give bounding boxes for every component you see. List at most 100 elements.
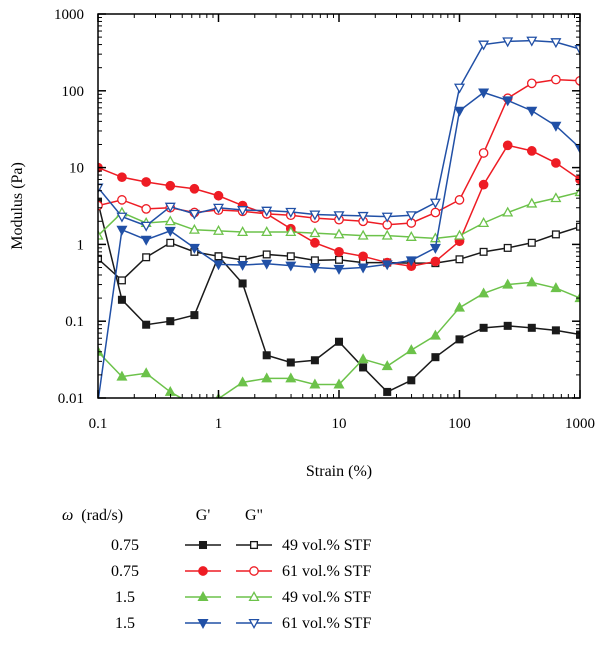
data-point [98,254,103,263]
data-point [550,121,562,132]
data-point [165,180,176,191]
data-point [310,256,319,265]
data-point [527,238,536,247]
data-point [140,221,152,232]
data-point [285,372,297,383]
data-point [574,45,580,55]
data-point [166,238,175,247]
data-point [407,376,416,385]
data-point [429,243,441,254]
legend-marker-g-prime [198,566,208,576]
legend-omega-value: 1.5 [115,615,135,632]
data-point [502,37,514,48]
data-point [237,206,249,217]
x-tick-label: 1 [215,416,223,432]
legend-marker-g-prime [197,591,209,602]
data-point [212,224,225,235]
legend-g-prime-header: G' [196,507,211,524]
data-point [188,223,200,234]
legend-rows: 0.75 49 vol.% STF 0.75 61 vol.% STF 1.5 49 vo… [111,537,371,632]
axis-ticks: 0.1 1 10 100 1000 0.01 0.1 1 10 100 1000 [54,7,595,432]
data-point [166,317,175,326]
data-point [574,186,580,197]
data-point [503,243,512,252]
legend-marker-g-double-prime [248,618,260,629]
data-point [286,358,295,367]
data-point [526,78,537,89]
data-point [214,252,223,261]
data-point [116,212,128,223]
y-tick-label: 1 [77,237,85,253]
series-1 [98,198,580,396]
data-point [381,260,393,271]
data-point [140,367,152,378]
data-point [405,344,417,355]
data-point [261,206,273,217]
series-line [98,39,580,227]
data-point [503,321,512,330]
legend-marker-g-double-prime [249,540,259,550]
data-point [285,261,297,272]
data-point [142,253,151,262]
legend-row: 1.5 49 vol.% STF [115,589,371,606]
legend-marker-g-double-prime [249,566,259,576]
legend-marker-g-prime [197,618,209,629]
data-point [262,250,271,259]
series-8 [98,36,580,232]
legend-omega-header: ω (rad/s) [62,507,123,524]
data-point [526,276,538,287]
data-point [479,247,488,256]
data-point [551,74,561,85]
data-point [357,353,369,364]
data-point [381,360,393,371]
data-point [430,256,441,267]
data-point [551,158,561,168]
data-point [453,301,466,312]
legend-marker-g-double-prime [248,591,260,602]
data-point [527,323,536,332]
data-point [261,372,273,383]
legend-row: 0.75 61 vol.% STF [111,563,371,580]
data-point [117,295,126,304]
data-point [98,397,104,398]
data-point [117,195,127,205]
data-point [310,356,319,365]
y-tick-label: 10 [69,161,84,177]
data-point [262,351,271,360]
y-tick-label: 0.1 [65,314,84,330]
data-point [551,326,560,335]
data-point [212,260,225,271]
data-point [479,323,488,332]
data-point [453,83,466,94]
data-point [141,204,152,214]
data-point [190,311,199,320]
legend-omega-value: 1.5 [115,589,135,606]
data-point [430,207,441,218]
data-point [237,226,249,237]
x-tick-label: 0.1 [89,416,108,432]
data-point [455,255,464,264]
data-point [478,217,490,228]
data-point [309,378,321,389]
data-point [334,246,344,257]
x-tick-label: 1000 [565,416,595,432]
data-point [238,279,247,288]
data-point [212,203,225,214]
data-point [309,227,321,238]
x-tick-label: 10 [332,416,347,432]
data-point [333,378,345,389]
data-point [526,197,538,208]
data-point [526,146,537,156]
legend-label: 49 vol.% STF [282,589,371,606]
data-point [574,143,580,154]
data-point [357,211,369,222]
data-point [116,370,128,381]
data-point [357,263,369,274]
legend-label: 49 vol.% STF [282,537,371,554]
data-point [502,278,514,289]
data-point [261,259,273,270]
data-point [381,229,393,240]
data-point [358,251,368,262]
